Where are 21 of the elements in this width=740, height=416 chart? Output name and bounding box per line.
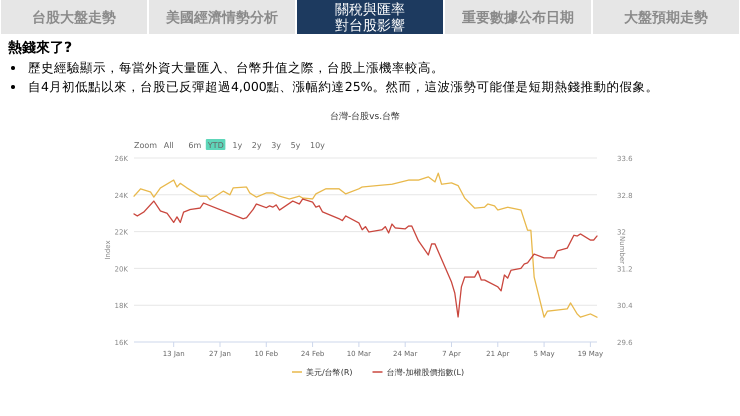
text: 美國經濟情勢分析	[165, 9, 278, 26]
text: 台股大盤走勢	[32, 10, 116, 26]
text: 對台股影響	[335, 18, 405, 34]
legend-label: 美元/台幣(R)	[306, 368, 352, 377]
text: YTD	[206, 141, 224, 150]
chart-title: 台灣-台股vs.台幣	[330, 111, 400, 122]
text: 10y	[310, 141, 326, 150]
legend-label: 台灣-加權股價指數(L)	[386, 368, 464, 377]
text: 6m	[188, 141, 202, 150]
text: All	[164, 141, 174, 150]
text: 熱錢來了?	[7, 40, 72, 56]
text: 重要數據公布日期	[461, 10, 574, 26]
text: 歷史經驗顯示，每當外資大量匯入、台幣升值之際，台股上漲機率較高。	[28, 60, 444, 75]
text: 關稅與匯率	[335, 2, 405, 18]
text: 2y	[252, 141, 262, 150]
text: 1y	[232, 141, 242, 150]
text: 大盤預期走勢	[624, 10, 708, 26]
text: 自4月初低點以來，台股已反彈超過4,000點、漲幅約達25%。然而，這波漲勢可能僅是短期熱錢推動的假象。	[28, 79, 659, 94]
text: 3y	[271, 141, 282, 150]
text: Zoom	[134, 141, 158, 150]
text: 5y	[290, 141, 301, 150]
